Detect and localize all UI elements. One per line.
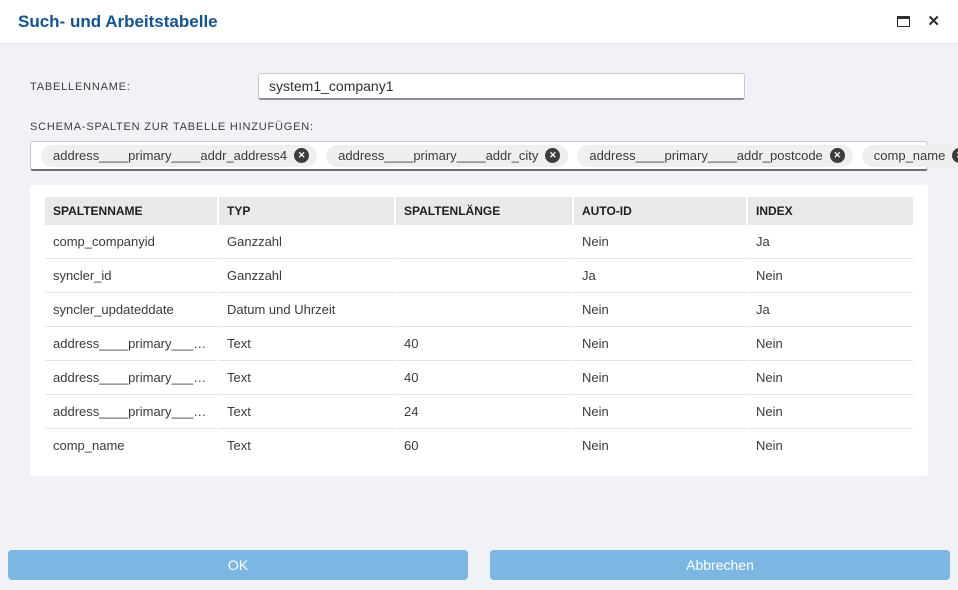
- table-cell: Ja: [574, 259, 746, 293]
- table-cell: Nein: [748, 327, 913, 361]
- table-cell: syncler_updateddate: [45, 293, 217, 327]
- table-cell: syncler_id: [45, 259, 217, 293]
- table-cell: comp_name: [53, 438, 125, 453]
- table-cell: Text: [227, 438, 251, 453]
- table-cell: Ja: [748, 225, 913, 259]
- table-cell: comp_companyid: [45, 225, 217, 259]
- chip: address____primary____addr_postcode ✕: [577, 144, 853, 167]
- ok-button[interactable]: OK: [8, 550, 468, 580]
- chip: address____primary____addr_city ✕: [326, 144, 569, 167]
- table-row: address____primary____ad... Text 24 Nein Nei…: [45, 395, 913, 429]
- chip-remove-icon[interactable]: ✕: [545, 148, 561, 163]
- tablename-row: TABELLENNAME:: [30, 73, 928, 100]
- table-row: comp_name Text 60 Nein Nein: [45, 429, 913, 462]
- table-cell: [396, 259, 572, 293]
- chip-label: comp_name: [873, 148, 946, 163]
- table-cell: Nein: [574, 395, 746, 429]
- column-header: SPALTENNAME: [45, 197, 217, 225]
- window-controls: ✕: [897, 14, 940, 29]
- schema-table: SPALTENNAME TYP SPALTENLÄNGE AUTO-ID INDEX c…: [43, 197, 915, 462]
- close-icon[interactable]: ✕: [927, 13, 940, 30]
- table-cell: Nein: [756, 438, 783, 453]
- chip-label: address____primary____addr_address4: [53, 148, 288, 163]
- dialog-header: Such- und Arbeitstabelle ✕: [0, 0, 958, 44]
- table-cell: Text: [219, 327, 394, 361]
- table-cell: Nein: [748, 259, 913, 293]
- tablename-label: TABELLENNAME:: [30, 80, 131, 93]
- table-cell: Nein: [574, 361, 746, 395]
- table-cell: address____primary____ad...: [45, 395, 217, 429]
- table-cell: Ganzzahl: [219, 225, 394, 259]
- table-body: comp_companyid Ganzzahl Nein Ja syncler_id Ga…: [45, 225, 913, 462]
- chip: address____primary____addr_address4 ✕: [41, 144, 318, 167]
- table-cell: [396, 293, 572, 327]
- column-header: TYP: [219, 197, 394, 225]
- table-cell: Nein: [748, 361, 913, 395]
- dialog-body: TABELLENNAME: SCHEMA-SPALTEN ZUR TABELLE…: [0, 73, 958, 476]
- column-header: AUTO-ID: [574, 197, 746, 225]
- table-cell: 24: [396, 395, 572, 429]
- chip-remove-icon[interactable]: ✕: [294, 148, 310, 163]
- table-row: syncler_updateddate Datum und Uhrzeit Nein…: [45, 293, 913, 327]
- dialog-title: Such- und Arbeitstabelle: [18, 11, 218, 31]
- table-cell: Text: [219, 361, 394, 395]
- table-cell: Nein: [574, 327, 746, 361]
- table-cell: 40: [396, 327, 572, 361]
- table-cell: address____primary____ad...: [45, 361, 217, 395]
- column-header: INDEX: [748, 197, 913, 225]
- table-cell: Text: [219, 395, 394, 429]
- table-header: SPALTENNAME TYP SPALTENLÄNGE AUTO-ID INDEX: [45, 197, 913, 225]
- schema-columns-label: SCHEMA-SPALTEN ZUR TABELLE HINZUFÜGEN:: [30, 121, 314, 133]
- table-cell: Ja: [748, 293, 913, 327]
- chip-label: address____primary____addr_postcode: [589, 148, 823, 163]
- dialog-footer: OK Abbrechen: [8, 550, 950, 580]
- table-row: address____primary____ad... Text 40 Nein Nei…: [45, 327, 913, 361]
- table-cell: address____primary____ad...: [45, 327, 217, 361]
- table-row: syncler_id Ganzzahl Ja Nein: [45, 259, 913, 293]
- table-cell: [396, 225, 572, 259]
- table-row: address____primary____ad... Text 40 Nein Nei…: [45, 361, 913, 395]
- table-cell: Nein: [748, 395, 913, 429]
- table-cell: Nein: [582, 438, 609, 453]
- schema-columns-input[interactable]: address____primary____addr_address4 ✕ addr…: [30, 141, 958, 171]
- tablename-input[interactable]: [258, 73, 745, 100]
- maximize-icon[interactable]: [897, 16, 911, 27]
- table-cell: Nein: [574, 225, 746, 259]
- table-panel: SPALTENNAME TYP SPALTENLÄNGE AUTO-ID INDEX c…: [30, 185, 928, 476]
- table-cell: Nein: [574, 293, 746, 327]
- table-cell: Datum und Uhrzeit: [219, 293, 394, 327]
- table-cell: 60: [404, 438, 419, 453]
- table-row: comp_companyid Ganzzahl Nein Ja: [45, 225, 913, 259]
- chip-remove-icon[interactable]: ✕: [829, 148, 845, 163]
- chip-remove-icon[interactable]: ✕: [952, 148, 958, 163]
- chip-label: address____primary____addr_city: [338, 148, 539, 163]
- chip: comp_name ✕: [861, 144, 958, 167]
- table-cell: 40: [396, 361, 572, 395]
- cancel-button[interactable]: Abbrechen: [490, 550, 950, 580]
- table-cell: Ganzzahl: [219, 259, 394, 293]
- column-header: SPALTENLÄNGE: [396, 197, 572, 225]
